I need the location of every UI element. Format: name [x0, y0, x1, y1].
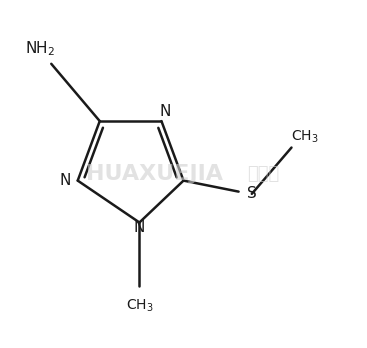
Text: N: N [60, 173, 71, 188]
Text: 化学加: 化学加 [247, 165, 279, 183]
Text: HUAXUEJIA: HUAXUEJIA [86, 164, 223, 184]
Text: N: N [134, 220, 145, 235]
Text: S: S [247, 186, 257, 201]
Text: CH$_3$: CH$_3$ [126, 298, 153, 315]
Text: NH$_2$: NH$_2$ [25, 39, 55, 58]
Text: CH$_3$: CH$_3$ [291, 128, 319, 145]
Text: N: N [159, 104, 171, 119]
